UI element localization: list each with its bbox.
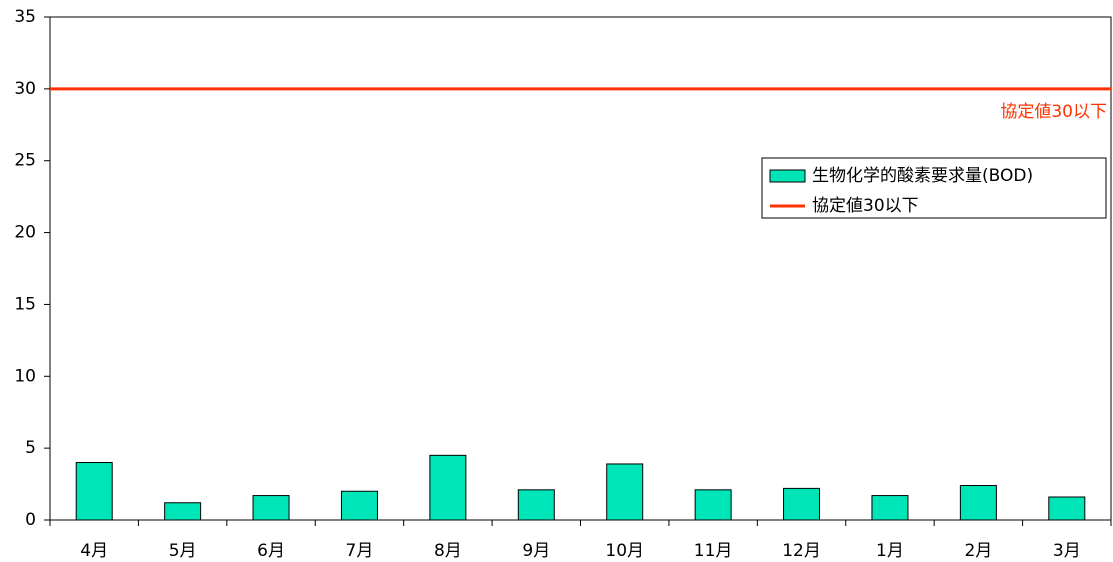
y-tick-label: 0 — [25, 510, 36, 530]
bar — [164, 502, 202, 521]
x-tick-label: 1月 — [876, 541, 904, 561]
x-tick-label: 3月 — [1053, 541, 1081, 561]
x-tick-label: 2月 — [964, 541, 992, 561]
y-tick-label: 20 — [14, 223, 36, 243]
bar — [606, 463, 644, 521]
bar — [694, 489, 732, 521]
legend-swatch — [769, 169, 806, 183]
x-tick-label: 5月 — [169, 541, 197, 561]
legend-label: 協定値30以下 — [812, 196, 919, 216]
x-tick-label: 9月 — [522, 541, 550, 561]
legend-box — [761, 157, 1107, 219]
bar — [75, 462, 113, 521]
bar — [429, 454, 467, 521]
x-tick-label: 12月 — [782, 541, 821, 561]
bar — [959, 485, 997, 521]
y-tick-label: 30 — [14, 79, 36, 99]
y-tick-label: 35 — [14, 7, 36, 27]
y-tick-label: 25 — [14, 151, 36, 171]
x-tick-label: 11月 — [694, 541, 733, 561]
x-tick-label: 8月 — [434, 541, 462, 561]
reference-label: 協定値30以下 — [1000, 102, 1107, 122]
x-tick-label: 6月 — [257, 541, 285, 561]
bar — [1048, 496, 1086, 521]
y-tick-label: 10 — [14, 366, 36, 386]
bar — [871, 495, 909, 521]
bar — [252, 495, 290, 521]
y-tick-label: 15 — [14, 294, 36, 314]
y-tick-label: 5 — [25, 438, 36, 458]
x-tick-label: 4月 — [80, 541, 108, 561]
bar — [783, 487, 821, 521]
bar — [517, 489, 555, 521]
x-tick-label: 7月 — [346, 541, 374, 561]
bar — [340, 490, 378, 521]
x-tick-label: 10月 — [605, 541, 644, 561]
plot-area — [49, 16, 1112, 521]
legend-label: 生物化学的酸素要求量(BOD) — [812, 166, 1033, 186]
